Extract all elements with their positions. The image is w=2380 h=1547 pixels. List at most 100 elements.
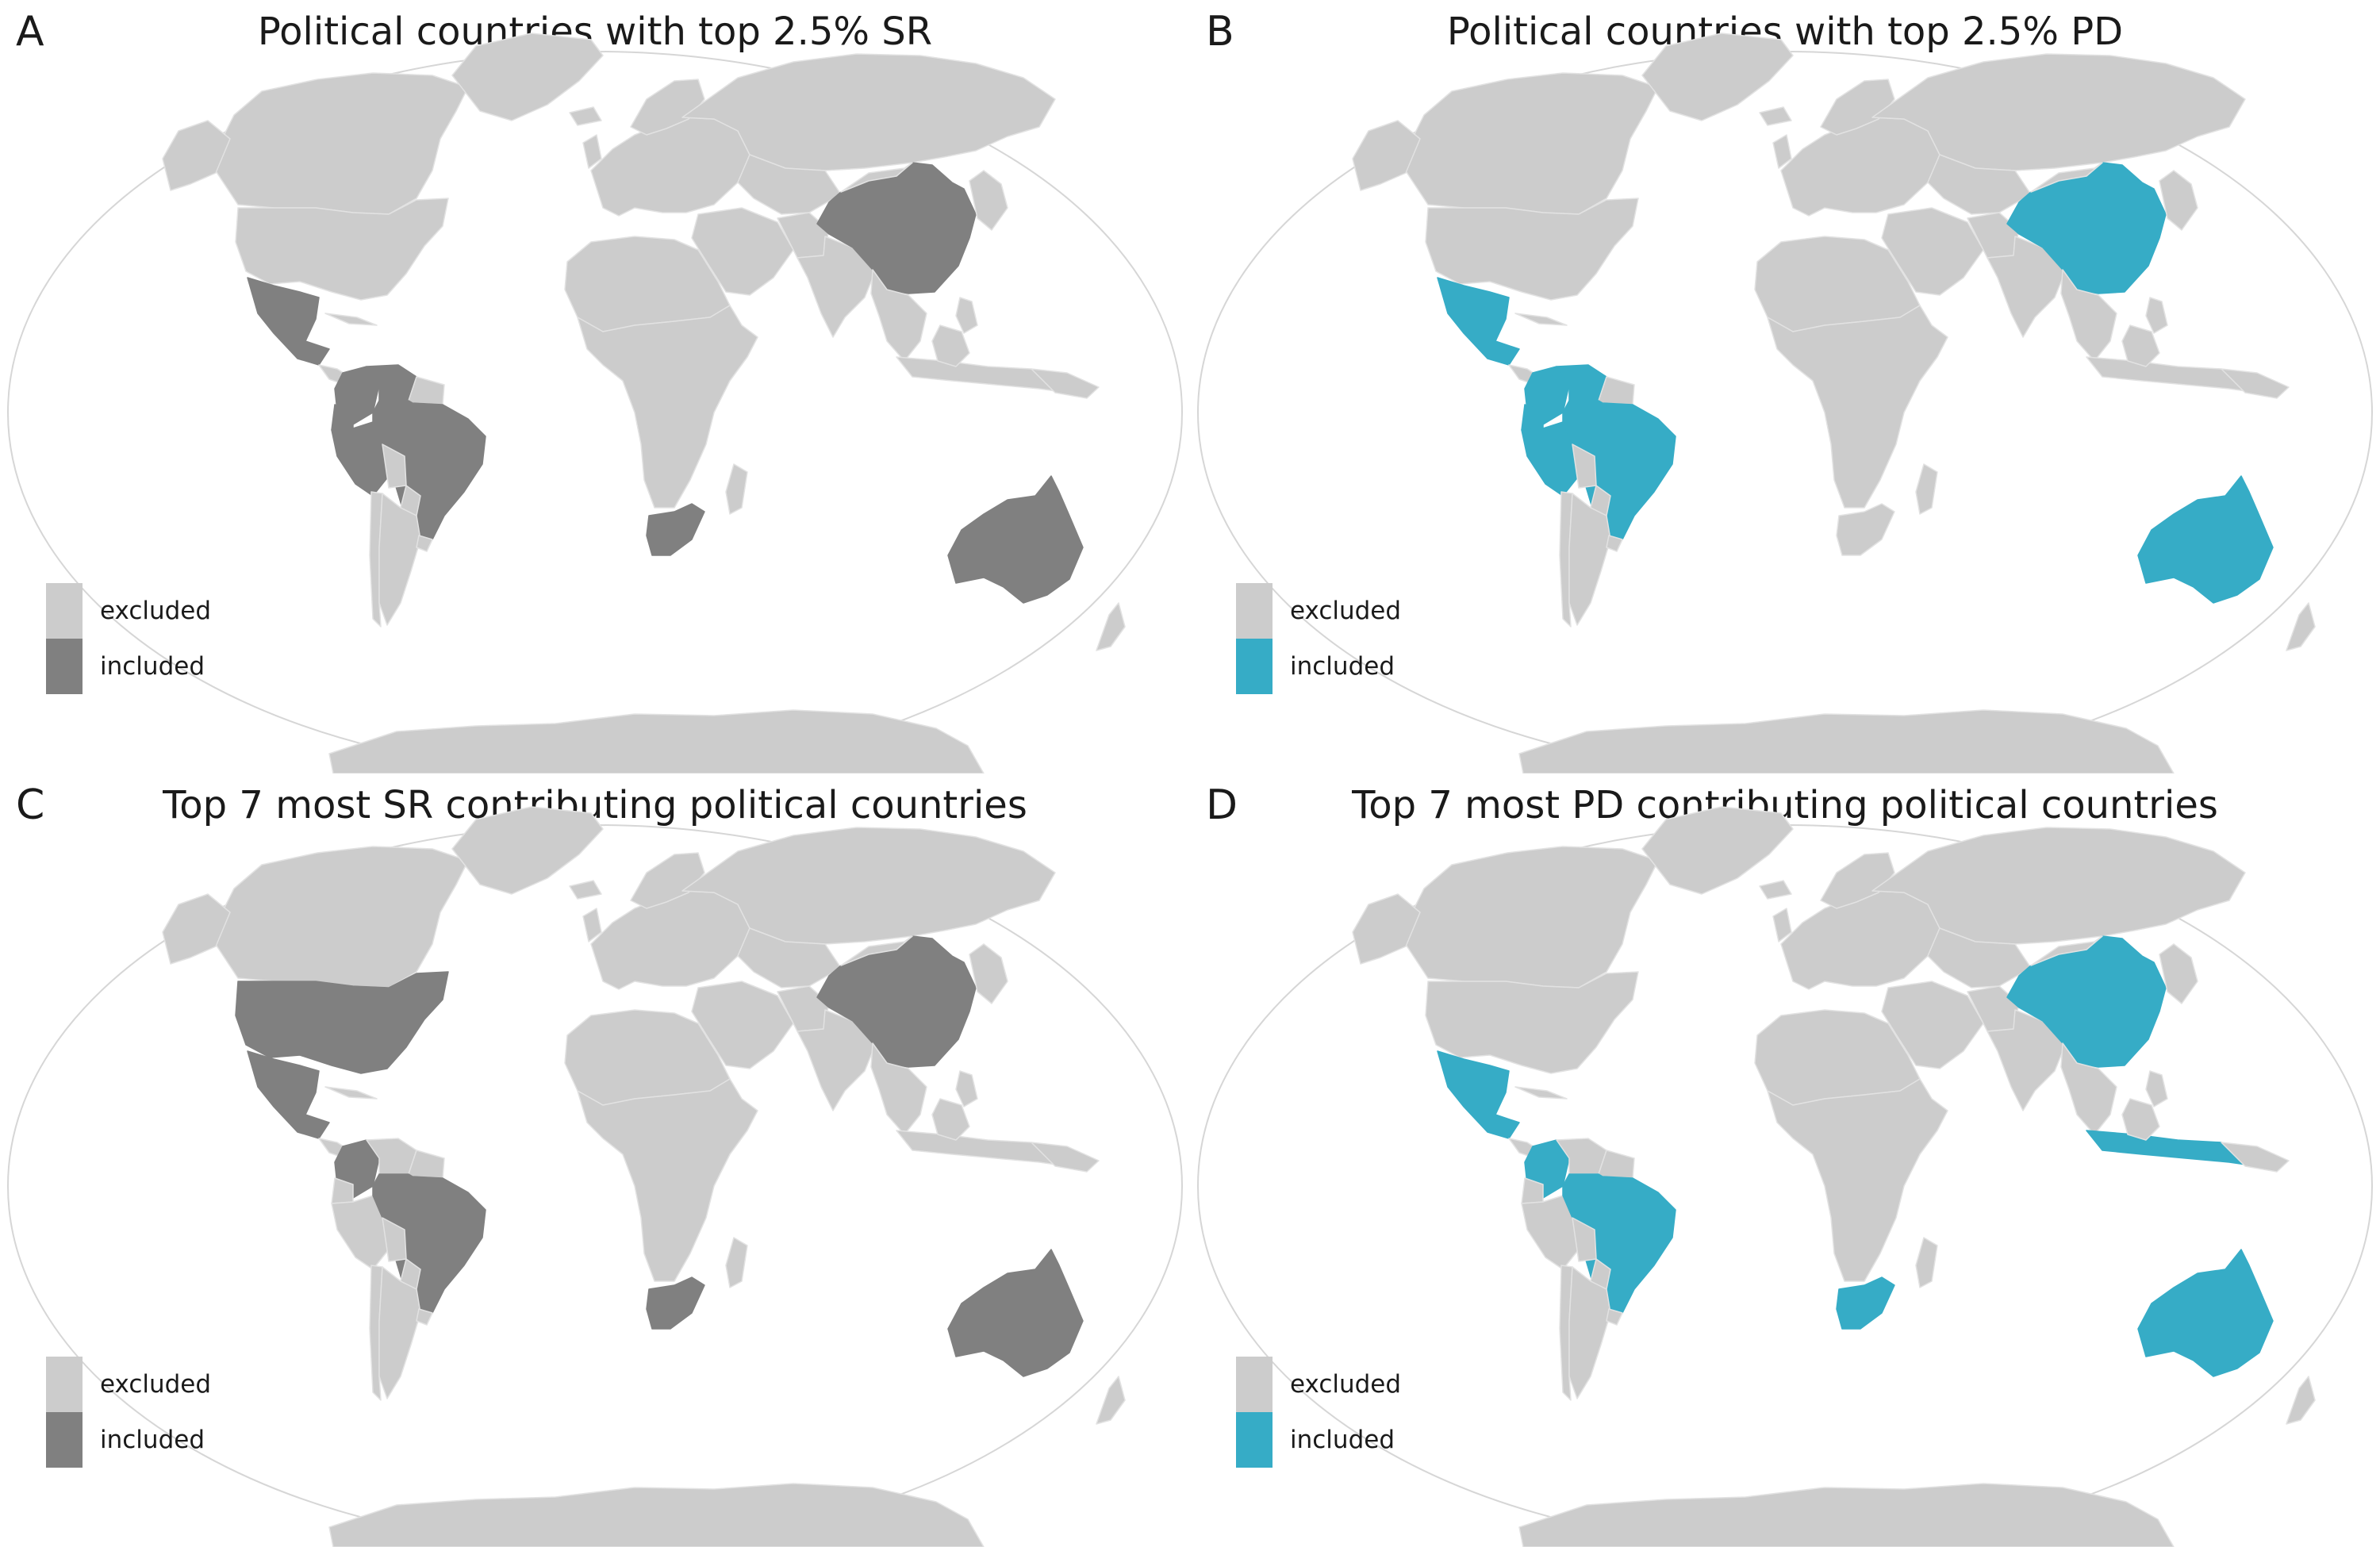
country-greenland [451,33,604,121]
country-cuba [324,1086,378,1100]
legend-label-included: included [1290,1426,1395,1454]
country-united-states [235,198,449,301]
country-united-states [1425,198,1639,301]
country-middle-east [1881,207,1984,296]
panel-letter: D [1206,781,1238,829]
country-korea-japan [969,943,1008,1004]
country-greenland [1641,33,1794,121]
country-uruguay [416,535,433,552]
world-map [1197,806,2373,1547]
country-alaska [1352,893,1421,965]
panel-d: D Top 7 most PD contributing political c… [1190,774,2380,1547]
legend-item-included: included [46,639,284,694]
country-mongolia [840,162,913,193]
country-united-states [1425,971,1639,1074]
country-southeast-asia [2060,1042,2117,1135]
country-canada [1399,72,1659,215]
panel-letter: C [16,781,45,829]
country-sub-saharan-africa [1767,305,1948,509]
country-australia [947,1249,1084,1377]
country-middle-east [691,207,794,296]
country-europe [590,117,750,217]
country-new-zealand [2286,602,2316,651]
country-madagascar [1915,463,1938,515]
country-madagascar [1915,1237,1938,1288]
country-new-zealand [2286,1376,2316,1425]
legend: excluded included [1236,1357,1474,1468]
legend-label-included: included [1290,652,1395,681]
country-borneo [931,1098,970,1141]
legend-item-excluded: excluded [46,1357,284,1412]
country-uruguay [1606,535,1623,552]
country-antarctica [1518,709,2175,774]
legend-label-excluded: excluded [1290,1370,1402,1399]
country-greenland [451,806,604,895]
country-mexico [247,277,330,366]
country-cuba [1514,1086,1568,1100]
country-southeast-asia [870,269,927,362]
country-korea-japan [2159,943,2198,1004]
country-uk [582,908,602,942]
country-australia [2137,475,2274,604]
country-philippines [2145,1070,2168,1107]
country-alaska [162,120,231,191]
country-europe [1780,117,1940,217]
country-borneo [2121,324,2160,367]
legend-swatch-included [1236,639,1273,694]
country-sub-saharan-africa [577,1078,758,1282]
country-europe [1780,890,1940,990]
country-scandinavia [630,852,705,909]
country-antarctica [328,1483,985,1547]
legend-label-excluded: excluded [100,597,212,625]
legend-swatch-excluded [1236,1357,1273,1412]
country-argentina [1568,493,1611,626]
country-scandinavia [1820,852,1895,909]
country-mongolia [2030,162,2103,193]
country-south-africa [1836,503,1895,556]
country-canada [1399,846,1659,988]
country-mexico [247,1050,330,1139]
country-new-guinea [2221,1142,2290,1173]
panel-b: B Political countries with top 2.5% PD e… [1190,0,2380,774]
country-new-guinea [1031,1142,1100,1173]
legend-item-included: included [46,1412,284,1468]
country-alaska [1352,120,1421,191]
country-canada [209,72,469,215]
country-madagascar [725,1237,748,1288]
country-mongolia [2030,935,2103,966]
country-south-africa [646,503,705,556]
country-middle-east [1881,981,1984,1069]
country-greenland [1641,806,1794,895]
country-cuba [1514,313,1568,326]
panel-letter: A [16,8,44,56]
country-antarctica [1518,1483,2175,1547]
country-south-africa [646,1276,705,1330]
legend: excluded included [1236,583,1474,694]
panel-letter: B [1206,8,1234,56]
country-new-guinea [2221,368,2290,399]
country-new-guinea [1031,368,1100,399]
country-borneo [2121,1098,2160,1141]
country-middle-east [691,981,794,1069]
legend-label-included: included [100,652,205,681]
country-uk [1772,908,1792,942]
country-argentina [378,493,421,626]
legend-item-included: included [1236,1412,1474,1468]
legend-item-excluded: excluded [46,583,284,639]
country-argentina [378,1266,421,1399]
country-canada [209,846,469,988]
legend: excluded included [46,583,284,694]
country-philippines [2145,297,2168,334]
country-iceland [1759,880,1792,900]
country-cuba [324,313,378,326]
country-iceland [569,880,602,900]
country-australia [2137,1249,2274,1377]
legend-swatch-included [46,1412,83,1468]
country-australia [947,475,1084,604]
legend-swatch-excluded [1236,583,1273,639]
country-south-africa [1836,1276,1895,1330]
country-mexico [1437,277,1520,366]
world-map [1197,33,2373,774]
legend-label-excluded: excluded [100,1370,212,1399]
legend-swatch-included [46,639,83,694]
